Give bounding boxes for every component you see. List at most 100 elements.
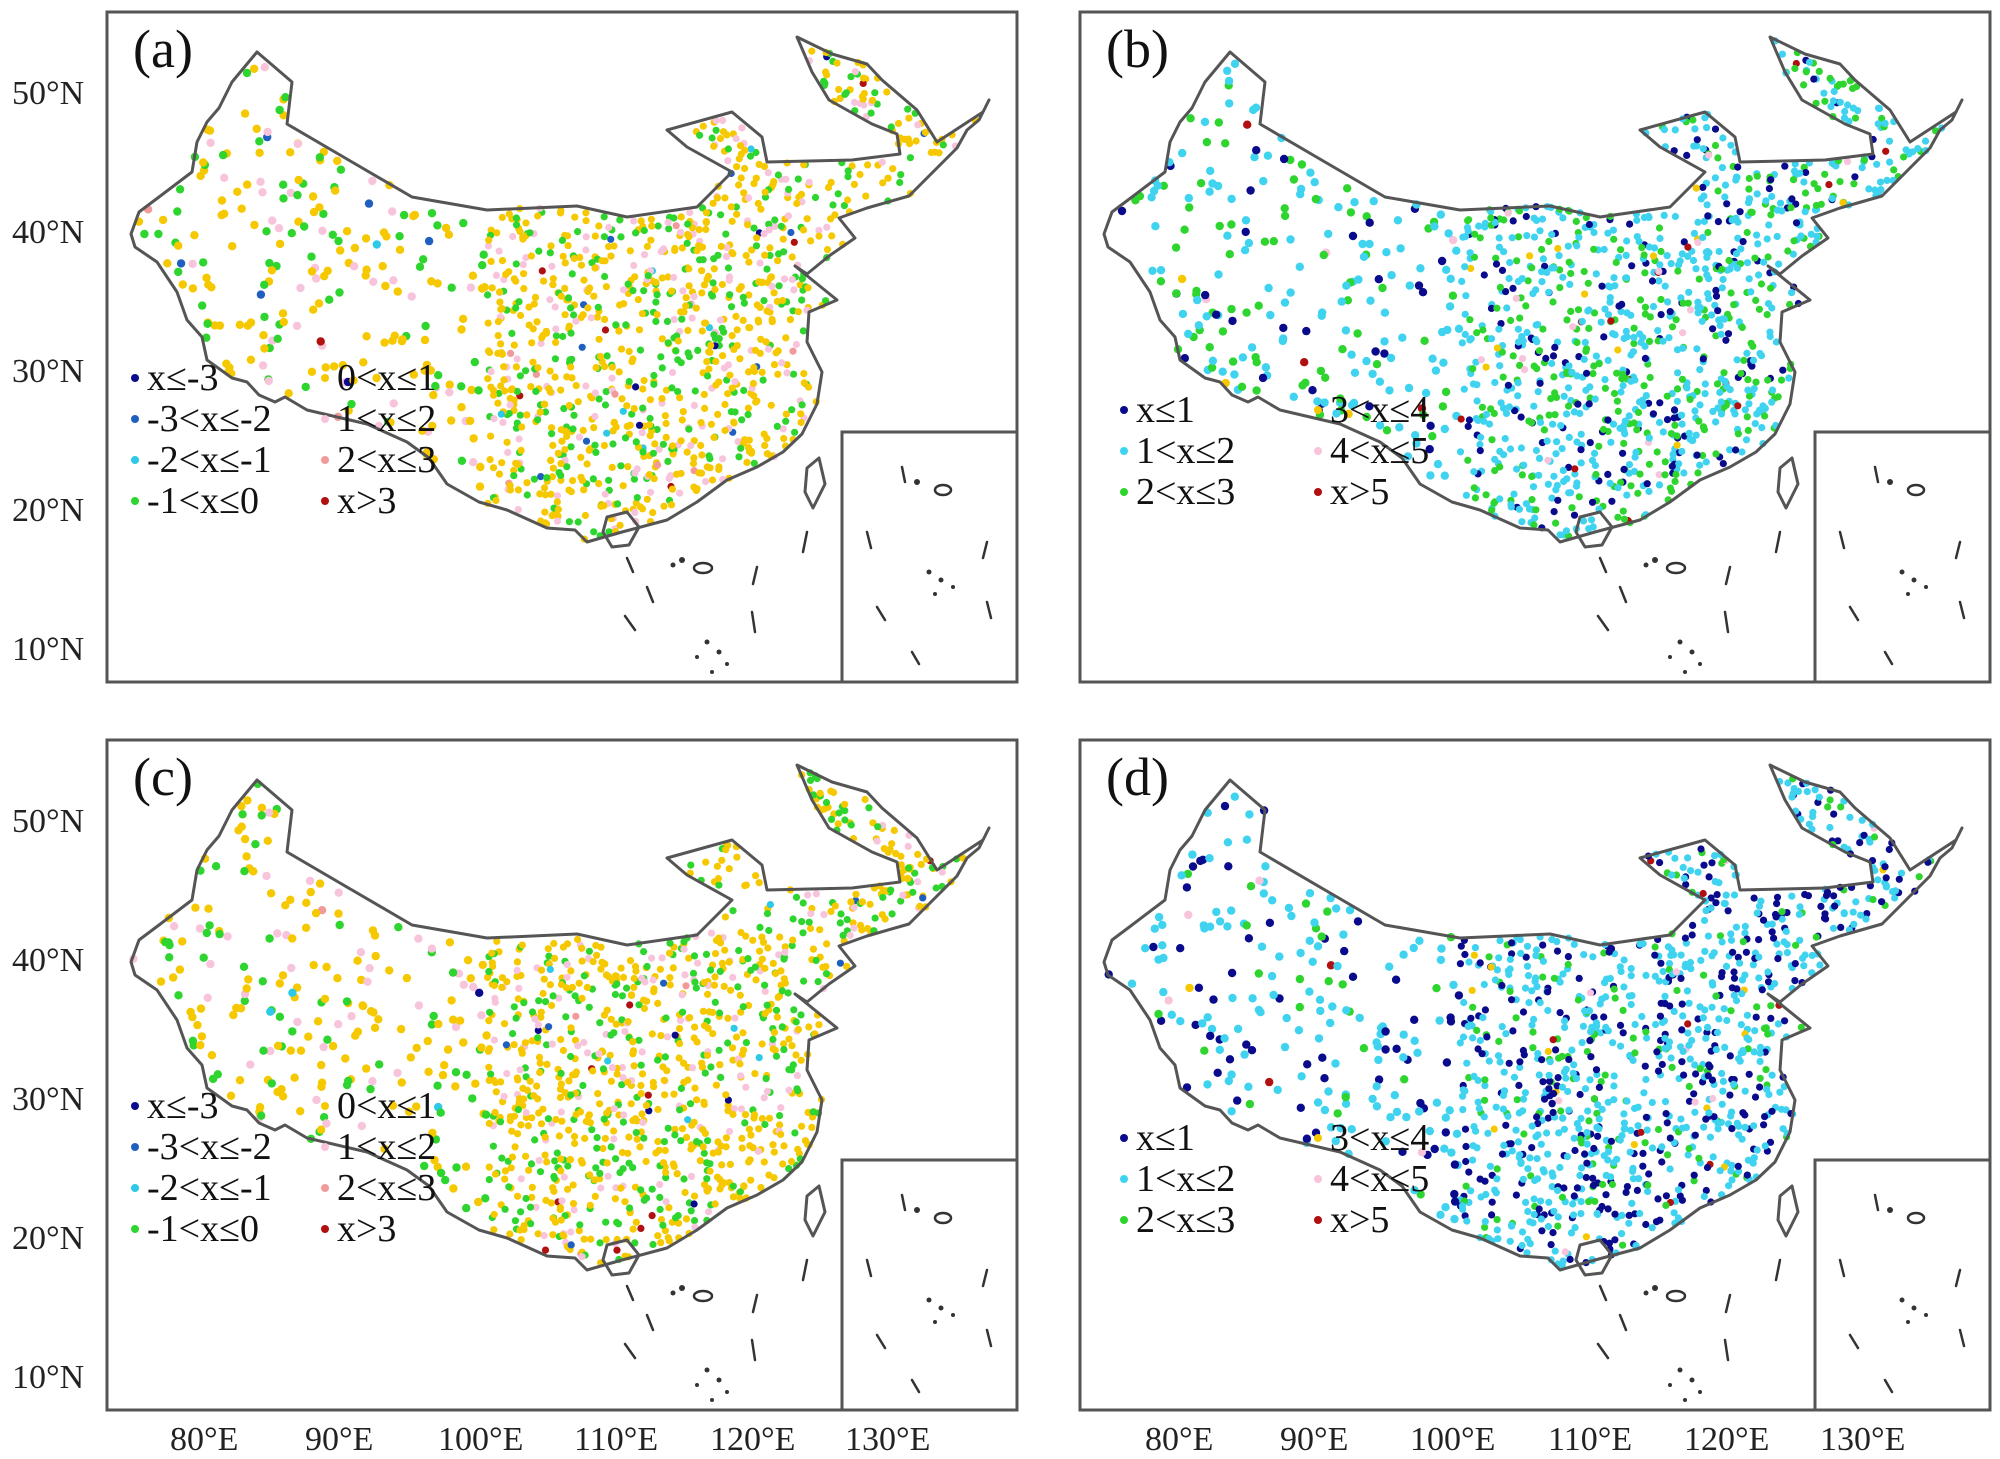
station-dot <box>582 437 591 445</box>
station-dot <box>1711 141 1720 150</box>
station-dot <box>517 1175 525 1183</box>
station-dot <box>1487 304 1496 312</box>
station-dot <box>714 410 722 418</box>
station-dot <box>1588 498 1597 506</box>
station-dot <box>638 1110 646 1118</box>
station-dot <box>1821 170 1829 178</box>
station-dot <box>1398 333 1407 342</box>
station-dot <box>1466 249 1474 257</box>
station-dot <box>1372 360 1382 369</box>
station-dot <box>1436 955 1446 965</box>
station-dot <box>1530 402 1538 410</box>
station-dot <box>1464 1022 1472 1030</box>
station-dot <box>1461 950 1469 959</box>
station-dot <box>1184 910 1193 920</box>
panel-label: (b) <box>1106 19 1169 79</box>
y-axis-bottom: 50°N 40°N 30°N 20°N 10°N <box>12 803 84 1396</box>
station-dot <box>1620 515 1628 523</box>
station-dot <box>1689 436 1697 445</box>
station-dot <box>1565 362 1573 370</box>
station-dot <box>557 1069 565 1077</box>
station-dot <box>516 1095 524 1103</box>
station-dot <box>695 226 703 234</box>
station-dot <box>770 289 778 297</box>
station-dot <box>600 233 608 241</box>
station-dot <box>1575 233 1583 241</box>
station-dot <box>1280 211 1290 221</box>
station-dot <box>600 363 609 371</box>
station-dot <box>372 240 381 249</box>
station-dot <box>1638 244 1646 252</box>
station-dot <box>1569 323 1577 331</box>
station-dot <box>794 308 802 316</box>
station-dot <box>1514 392 1522 400</box>
station-dot <box>1592 470 1600 479</box>
station-dot <box>633 1135 641 1143</box>
station-dot <box>163 259 172 268</box>
station-dot <box>770 1174 778 1182</box>
station-dot <box>648 954 656 962</box>
station-dot <box>1621 417 1629 425</box>
station-dot <box>1417 404 1427 413</box>
station-dot <box>721 400 729 409</box>
station-dot <box>1331 1136 1340 1146</box>
station-dot <box>328 1041 338 1051</box>
station-dot <box>1532 952 1540 960</box>
station-dot <box>725 276 733 284</box>
station-dot <box>789 370 798 378</box>
station-dot <box>640 996 648 1004</box>
station-dot <box>1515 1081 1523 1089</box>
station-dot <box>1796 169 1804 177</box>
station-dot <box>1544 480 1552 488</box>
station-dot <box>1686 1055 1694 1063</box>
station-dot <box>1156 266 1166 275</box>
station-dot <box>1851 173 1859 181</box>
station-dot <box>1716 388 1724 397</box>
station-dot <box>546 388 554 396</box>
station-dot <box>1643 480 1651 488</box>
station-dot <box>1273 1085 1282 1095</box>
station-dot <box>727 203 735 211</box>
station-dot <box>1529 1044 1537 1052</box>
station-dot <box>1520 1130 1528 1138</box>
station-dot <box>700 1100 708 1108</box>
station-dot <box>1353 329 1362 338</box>
station-dot <box>652 278 660 287</box>
station-dot <box>639 448 647 456</box>
station-dot <box>728 384 736 392</box>
station-dot <box>663 317 672 325</box>
station-dot <box>843 916 851 924</box>
station-dot <box>1127 979 1137 988</box>
station-dot <box>1764 253 1772 261</box>
station-dot <box>798 1122 806 1130</box>
station-dot <box>1630 1141 1638 1149</box>
station-dot <box>849 919 857 927</box>
station-dot <box>309 305 318 314</box>
station-dot <box>1622 251 1630 259</box>
station-dot <box>543 474 551 482</box>
station-dot <box>780 1046 788 1054</box>
station-dot <box>1374 1075 1384 1084</box>
station-dot <box>701 1069 709 1077</box>
station-dot <box>1526 252 1534 260</box>
station-dot <box>729 1056 737 1064</box>
station-dot <box>1551 389 1559 397</box>
station-dot <box>656 1193 664 1201</box>
station-dot <box>791 1129 799 1137</box>
station-dot <box>668 485 677 493</box>
station-dot <box>202 333 211 342</box>
station-dot <box>1465 216 1473 224</box>
station-dot <box>452 1163 461 1172</box>
station-dot <box>736 355 744 363</box>
station-dot <box>793 1072 802 1080</box>
station-dot <box>1583 1159 1591 1167</box>
station-dot <box>1678 1196 1686 1204</box>
station-dot <box>1552 519 1560 527</box>
station-dot <box>1147 193 1156 202</box>
station-dot <box>1817 200 1825 208</box>
station-dot <box>262 871 271 881</box>
station-dot <box>710 331 718 339</box>
station-dot <box>914 850 922 858</box>
station-dot <box>707 341 715 349</box>
station-dot <box>1714 187 1722 195</box>
